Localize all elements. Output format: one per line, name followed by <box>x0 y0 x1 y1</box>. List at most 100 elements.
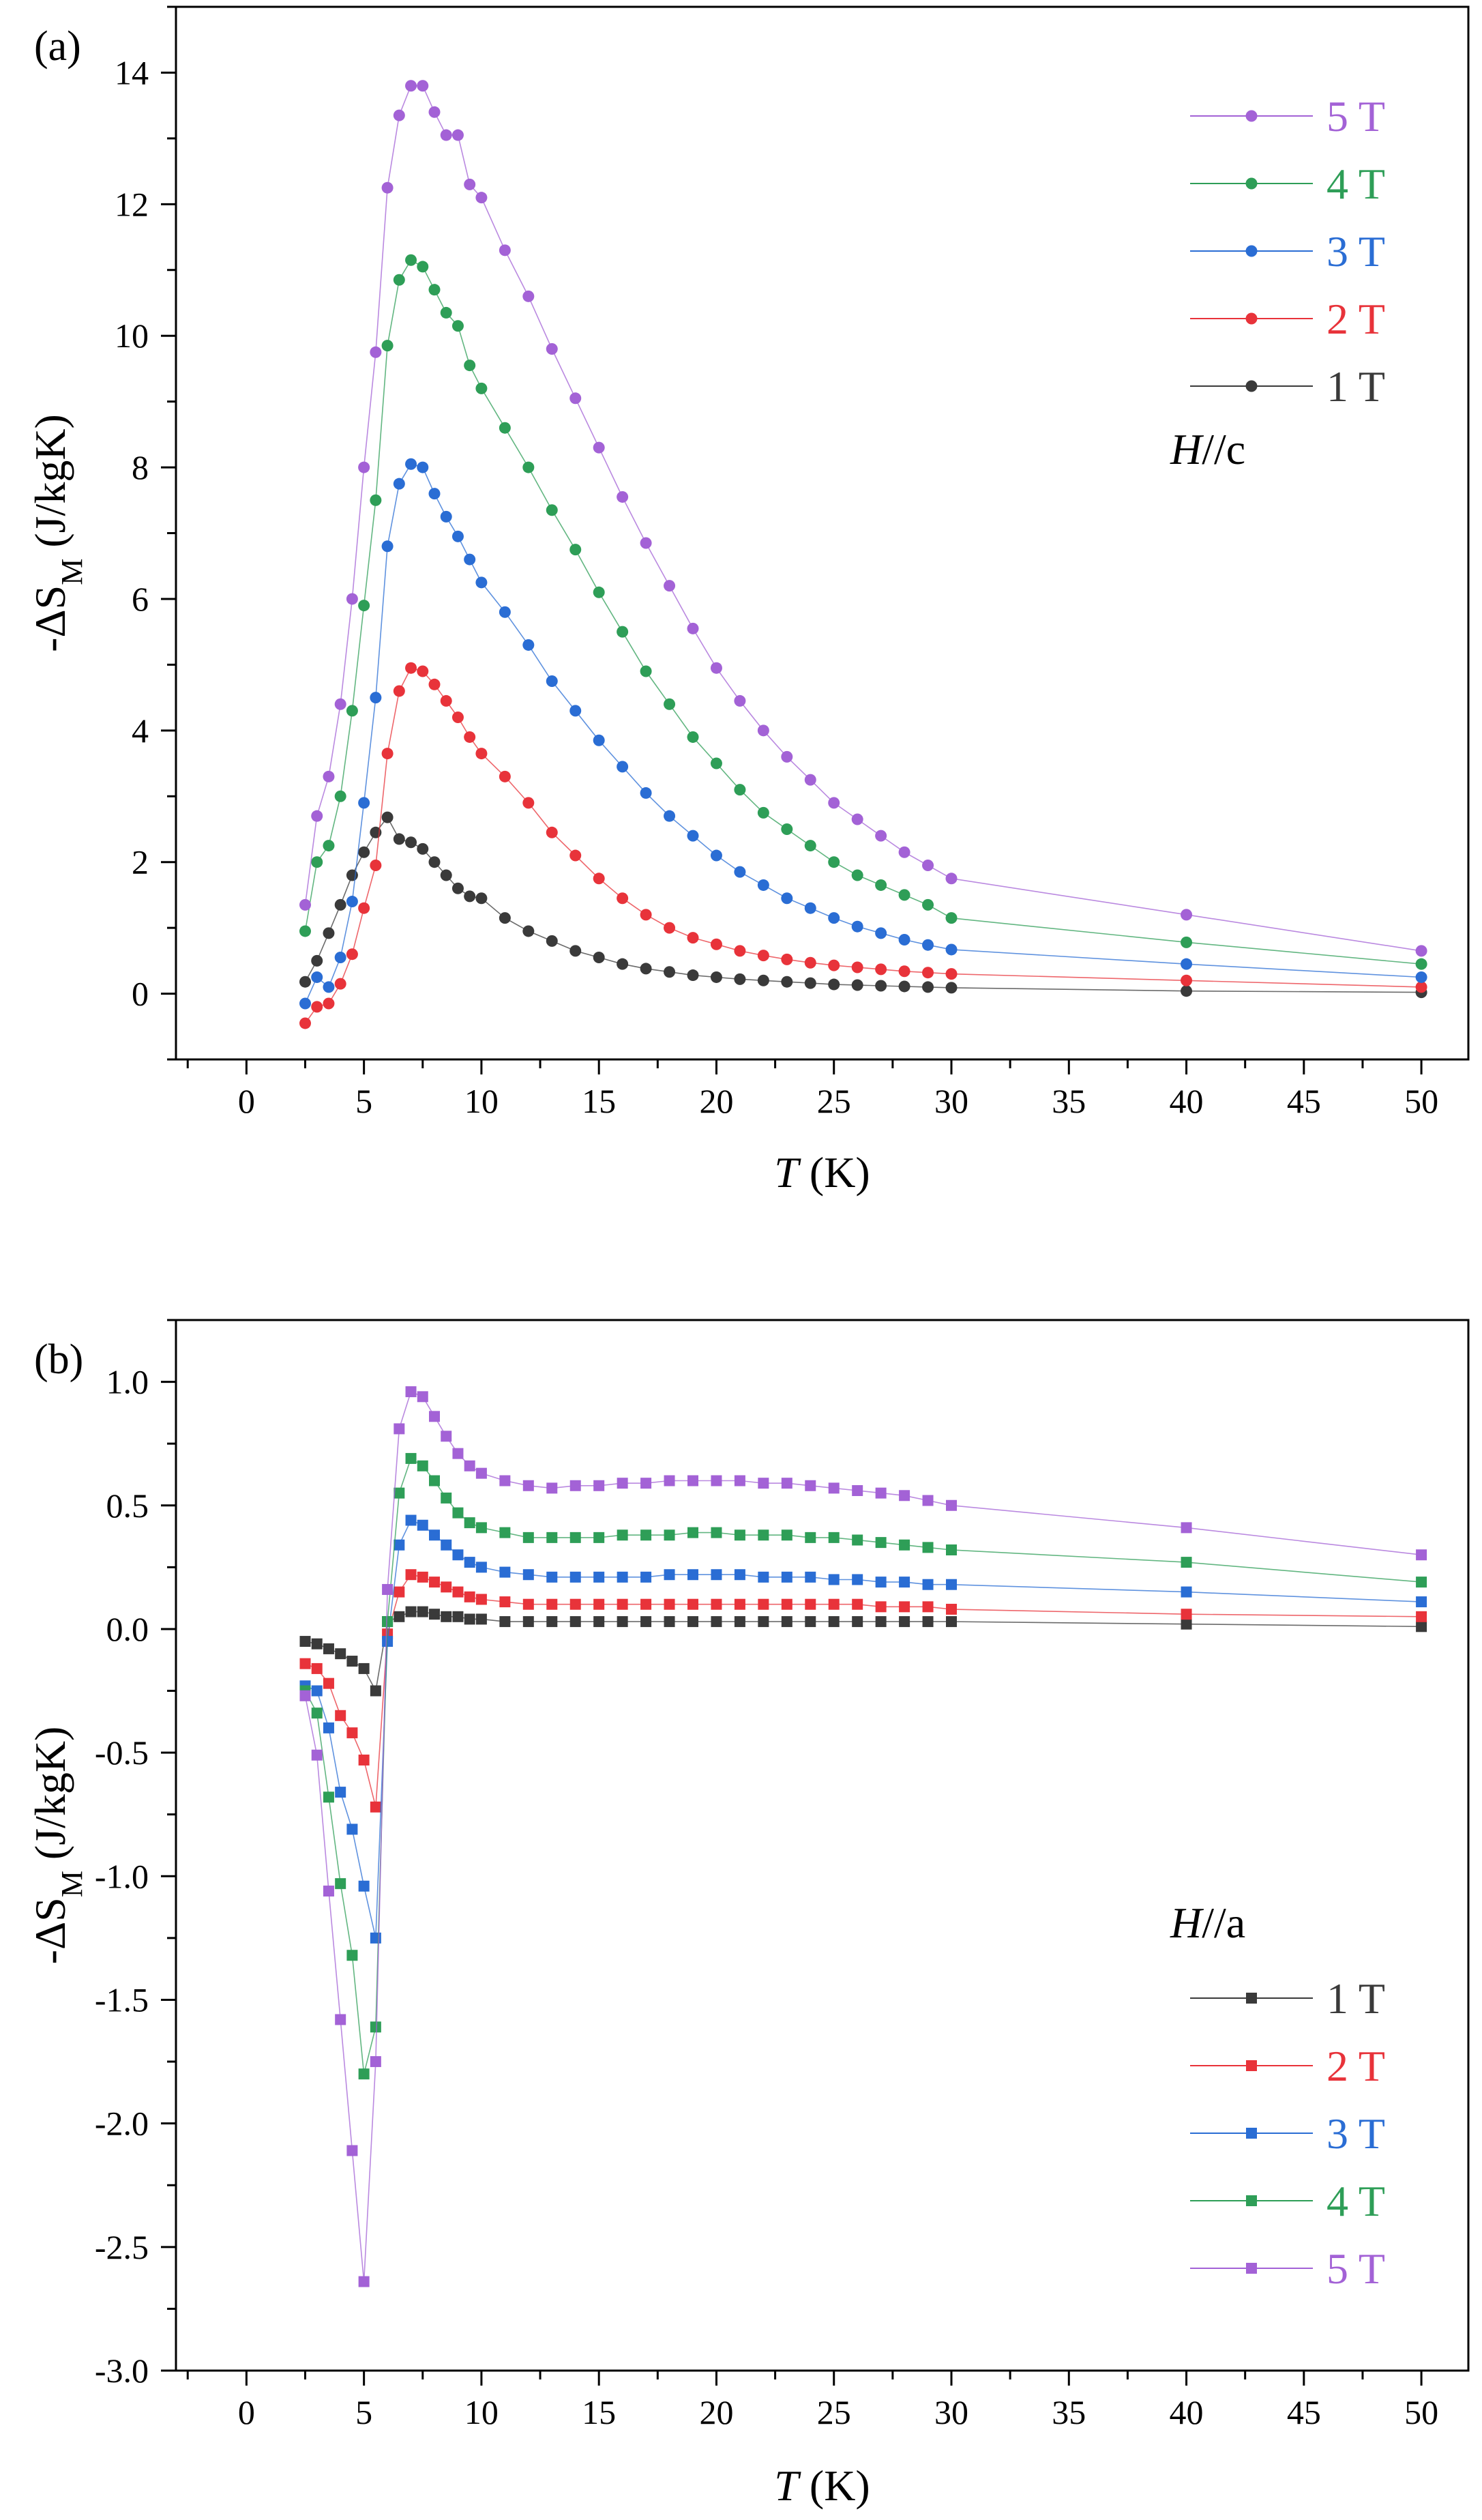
legend-marker <box>1246 2195 1257 2206</box>
data-point <box>323 1791 334 1803</box>
x-tick-label: 15 <box>582 2393 616 2431</box>
data-point <box>299 925 311 937</box>
data-point <box>323 997 335 1010</box>
x-axis-label-unit: (K) <box>799 1148 870 1197</box>
data-point <box>1416 1549 1427 1561</box>
data-point <box>1181 936 1193 948</box>
data-point <box>946 1579 957 1590</box>
data-point <box>664 922 676 934</box>
data-point <box>417 1519 428 1531</box>
field-annotation-axis: //a <box>1202 1899 1245 1947</box>
data-point <box>546 1532 558 1543</box>
data-point <box>475 382 488 394</box>
x-tick-label: 35 <box>1052 2393 1086 2431</box>
data-point <box>428 284 441 296</box>
data-point <box>757 879 769 891</box>
y-tick-label: 0.0 <box>106 1610 149 1648</box>
y-tick-label: 10 <box>115 317 149 355</box>
data-point <box>451 712 464 724</box>
data-point <box>499 606 511 618</box>
x-tick-label: 10 <box>464 2393 499 2431</box>
x-axis-label: T (K) <box>774 1148 870 1197</box>
data-point <box>451 530 464 542</box>
data-point <box>522 461 535 473</box>
data-point <box>898 889 910 901</box>
y-tick-label: 0 <box>132 975 149 1013</box>
x-axis-label: T (K) <box>774 2461 870 2510</box>
data-point <box>945 968 958 980</box>
data-point <box>617 1571 628 1583</box>
data-point <box>828 1616 840 1628</box>
data-point <box>370 494 382 506</box>
data-point <box>370 860 382 872</box>
data-point <box>381 811 394 823</box>
data-point <box>569 1480 581 1491</box>
data-point <box>440 694 452 707</box>
data-point <box>441 1492 452 1504</box>
data-point <box>405 1514 417 1526</box>
data-point <box>358 600 370 612</box>
data-point <box>323 770 335 782</box>
data-point <box>522 1616 534 1628</box>
data-point <box>781 1478 792 1489</box>
data-point <box>687 731 699 743</box>
data-point <box>828 1482 840 1494</box>
data-point <box>781 1616 792 1628</box>
x-tick-label: 30 <box>934 1082 968 1120</box>
data-point <box>945 873 958 885</box>
data-point <box>475 1594 487 1605</box>
data-point <box>757 724 769 737</box>
data-point <box>346 1656 358 1667</box>
legend-marker <box>1246 2263 1257 2274</box>
data-point <box>417 261 429 273</box>
series-5-t <box>299 80 1427 957</box>
data-point <box>899 1490 910 1501</box>
data-point <box>946 1616 957 1628</box>
data-point <box>664 580 676 592</box>
data-point <box>499 422 511 434</box>
series-3-t <box>299 1514 1427 1944</box>
data-point <box>370 1932 381 1944</box>
x-tick-label: 0 <box>238 1082 255 1120</box>
data-point <box>899 1616 910 1628</box>
data-point <box>1181 909 1193 921</box>
data-point <box>441 1539 452 1551</box>
data-point <box>358 1662 370 1674</box>
data-point <box>522 1569 534 1581</box>
data-point <box>417 1606 428 1617</box>
y-tick-label: 0.5 <box>106 1486 149 1525</box>
data-point <box>311 1638 323 1650</box>
y-axis-label-symbol: -ΔS <box>26 1897 74 1964</box>
data-point <box>522 1532 534 1543</box>
data-point <box>335 1878 346 1890</box>
data-point <box>828 1598 840 1610</box>
data-point <box>899 1539 910 1551</box>
legend-item-2-t: 2 T <box>1190 295 1385 343</box>
data-point <box>640 1478 652 1489</box>
data-point <box>358 1880 370 1892</box>
data-point <box>898 980 910 993</box>
data-point <box>499 244 511 257</box>
legend-label: 5 T <box>1327 92 1385 141</box>
x-tick-label: 20 <box>699 1082 733 1120</box>
y-axis-label-unit: (J/kgK) <box>26 414 74 559</box>
data-point <box>464 178 476 190</box>
data-point <box>311 1001 323 1013</box>
legend-item-4-t: 4 T <box>1190 2177 1385 2225</box>
data-point <box>452 1611 464 1622</box>
y-tick-label: 6 <box>132 580 149 618</box>
data-point <box>1415 981 1427 993</box>
data-point <box>429 1411 440 1422</box>
data-point <box>781 1571 792 1583</box>
legend-marker <box>1246 1993 1257 2004</box>
data-point <box>464 360 476 372</box>
data-point <box>758 1598 769 1610</box>
data-point <box>617 1598 628 1610</box>
data-point <box>875 1577 887 1588</box>
series-2-t <box>299 662 1427 1029</box>
series-line-3-t <box>305 1519 1422 1939</box>
data-point <box>804 956 816 969</box>
plot-frame <box>175 5 1470 1061</box>
data-point <box>358 797 370 809</box>
data-point <box>593 1598 605 1610</box>
